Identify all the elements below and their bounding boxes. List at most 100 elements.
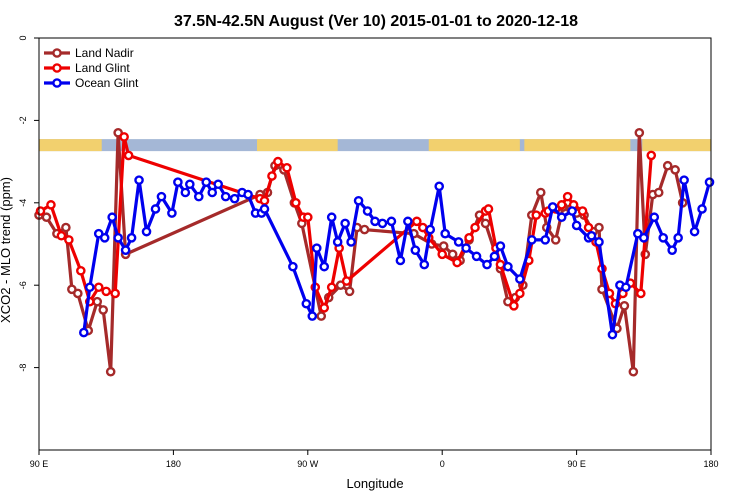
ocean-glint-point	[571, 220, 582, 231]
x-tick-label: 180	[166, 459, 181, 469]
ocean-glint-point	[259, 204, 270, 214]
ocean-glint-point	[220, 191, 231, 202]
ocean-glint-point	[307, 311, 318, 321]
land-nadir-point	[344, 286, 355, 297]
land-nadir-point	[447, 249, 458, 260]
y-tick-label: 0	[18, 35, 28, 40]
land-glint-point	[319, 303, 330, 313]
ocean-glint-point	[201, 177, 212, 187]
ocean-glint-point	[346, 237, 356, 247]
ocean-glint-point	[503, 261, 513, 272]
ocean-glint-point	[419, 259, 430, 270]
land-nadir-point	[535, 187, 546, 198]
x-axis-label: Longitude	[346, 476, 403, 491]
land-glint-point	[46, 200, 56, 210]
ocean-glint-point	[425, 224, 436, 235]
land-glint-point	[267, 171, 277, 181]
x-tick-label: 180	[703, 459, 718, 469]
ocean-glint-point	[594, 237, 604, 247]
land-glint-point	[646, 150, 657, 161]
land-glint-point	[64, 235, 74, 245]
ocean-glint-point	[482, 259, 492, 270]
y-tick-label: -8	[18, 364, 28, 372]
land-glint-point	[302, 212, 313, 223]
ocean-glint-point	[403, 216, 413, 227]
ocean-glint-point	[134, 175, 144, 185]
land-strip-2	[428, 139, 520, 152]
ocean-glint-point	[667, 245, 677, 255]
legend-item-land-nadir: Land Nadir	[44, 46, 134, 60]
land-nadir-line	[38, 131, 685, 374]
land-strip-0	[39, 139, 102, 152]
land-glint-point	[562, 191, 573, 202]
ocean-glint-point	[586, 230, 597, 241]
land-glint-point	[417, 222, 428, 233]
ocean-glint-point	[84, 282, 95, 293]
land-glint-point	[636, 288, 646, 299]
legend-item-land-glint: Land Glint	[44, 61, 130, 75]
land-glint-point	[56, 230, 67, 241]
land-nadir-point	[41, 212, 52, 223]
land-strip-1	[257, 139, 338, 152]
ocean-glint-point	[288, 261, 298, 272]
ocean-glint-point	[471, 251, 482, 262]
ocean-glint-point	[113, 233, 123, 243]
ocean-glint-point	[167, 208, 177, 218]
ocean-glint-point	[207, 187, 218, 198]
land-glint-point	[110, 288, 120, 299]
ocean-glint-point	[180, 187, 191, 198]
land-nadir-point	[619, 300, 630, 311]
land-nadir-point	[480, 218, 491, 229]
series-land-nadir	[34, 127, 688, 377]
legend-label: Ocean Glint	[75, 76, 139, 90]
land-glint-point	[35, 206, 46, 216]
land-glint-point	[341, 276, 352, 286]
land-glint-point	[93, 282, 104, 293]
land-nadir-point	[628, 366, 639, 377]
ocean-glint-point	[386, 216, 397, 227]
y-ticks: 0 -2 -4 -6 -8	[18, 35, 39, 372]
ocean-glint-point	[185, 179, 195, 190]
land-glint-point	[76, 265, 86, 276]
land-nadir-point	[634, 127, 645, 138]
ocean-glint-point	[489, 251, 500, 262]
ocean-glint-point	[99, 233, 110, 243]
land-nadir-point	[594, 222, 604, 233]
y-tick-label: -6	[18, 281, 28, 289]
ocean-glint-point	[126, 233, 137, 243]
ocean-glint-point	[156, 191, 167, 202]
legend-swatch-marker	[52, 48, 62, 58]
land-nadir-point	[73, 288, 83, 299]
land-nadir-point	[105, 366, 116, 377]
ocean-glint-point	[673, 233, 683, 243]
ocean-glint-point	[332, 237, 343, 247]
y-axis-label: XCO2 - MLO trend (ppm)	[0, 177, 13, 323]
ocean-glint-point	[120, 245, 131, 255]
ocean-glint-point	[515, 274, 525, 284]
ocean-glint-point	[79, 327, 89, 338]
land-glint-point	[259, 195, 270, 206]
ocean-glint-point	[556, 212, 567, 223]
legend-swatch-marker	[52, 78, 62, 88]
ocean-glint-point	[658, 233, 669, 243]
ocean-glint-point	[434, 181, 445, 192]
land-strip-3	[524, 139, 631, 152]
ocean-glint-point	[607, 329, 618, 340]
land-nadir-point	[316, 311, 327, 321]
land-nadir-point	[670, 165, 680, 175]
land-glint-point	[291, 197, 301, 208]
ocean-glint-point	[213, 179, 223, 190]
land-glint-point	[583, 222, 594, 233]
land-glint-point	[123, 150, 134, 161]
ocean-glint-point	[567, 206, 577, 216]
ocean-glint-point	[141, 226, 152, 237]
ocean-glint-point	[340, 218, 350, 229]
series-ocean-glint	[79, 175, 715, 340]
ocean-glint-point	[410, 245, 421, 255]
land-glint-point	[412, 216, 422, 227]
ocean-glint-point	[395, 255, 406, 266]
plot-frame	[38, 37, 712, 451]
ocean-glint-point	[193, 191, 204, 202]
land-glint-point	[326, 282, 337, 293]
